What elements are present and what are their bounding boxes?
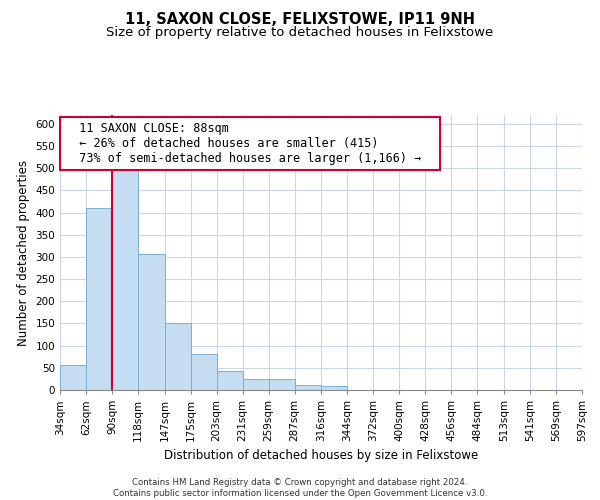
Bar — [242, 379, 269, 390]
Text: Contains HM Land Registry data © Crown copyright and database right 2024.
Contai: Contains HM Land Registry data © Crown c… — [113, 478, 487, 498]
Bar — [165, 324, 191, 390]
Bar — [295, 384, 322, 390]
Text: 11 SAXON CLOSE: 88sqm  
  ← 26% of detached houses are smaller (415)  
  73% of : 11 SAXON CLOSE: 88sqm ← 26% of detached … — [65, 122, 436, 165]
Y-axis label: Number of detached properties: Number of detached properties — [17, 160, 30, 346]
Bar — [86, 208, 112, 390]
X-axis label: Distribution of detached houses by size in Felixstowe: Distribution of detached houses by size … — [164, 450, 478, 462]
Text: Size of property relative to detached houses in Felixstowe: Size of property relative to detached ho… — [106, 26, 494, 39]
Bar — [217, 371, 242, 390]
Text: 11, SAXON CLOSE, FELIXSTOWE, IP11 9NH: 11, SAXON CLOSE, FELIXSTOWE, IP11 9NH — [125, 12, 475, 28]
Bar — [60, 364, 86, 390]
Bar — [269, 379, 295, 390]
Bar — [112, 170, 138, 390]
Bar — [138, 254, 165, 390]
Bar — [322, 386, 347, 390]
Bar — [582, 388, 600, 390]
Bar — [191, 354, 217, 390]
